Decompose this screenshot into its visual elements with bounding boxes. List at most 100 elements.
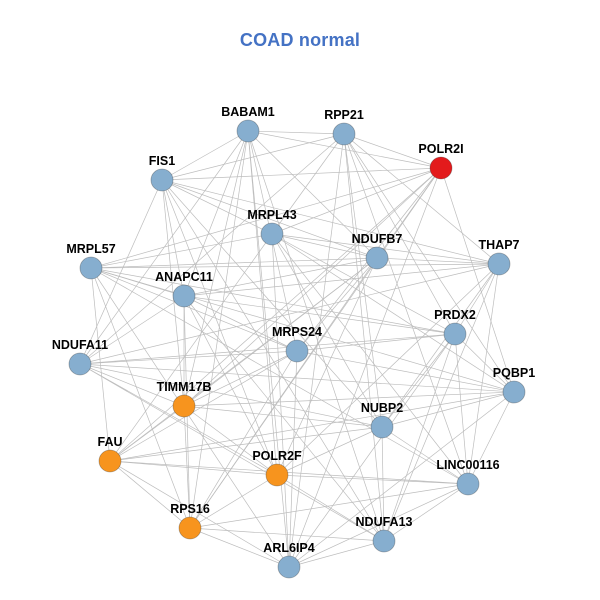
node-NDUFB7: [365, 246, 389, 270]
edge: [90, 267, 290, 568]
node-label-NDUFA13: NDUFA13: [356, 515, 413, 529]
edge: [90, 267, 111, 462]
edge: [276, 474, 469, 485]
edge: [467, 263, 500, 485]
edge: [79, 333, 456, 365]
node-THAP7: [487, 252, 511, 276]
edge: [79, 130, 249, 365]
edge: [189, 474, 278, 529]
edge: [276, 257, 378, 476]
edge: [247, 130, 278, 476]
edge: [161, 179, 385, 542]
edge: [79, 350, 298, 365]
node-MRPL43: [260, 222, 284, 246]
edge: [247, 130, 442, 169]
edge: [381, 333, 456, 428]
edge: [383, 333, 456, 542]
edge: [161, 179, 500, 265]
figure-title: COAD normal: [239, 30, 361, 50]
node-label-PQBP1: PQBP1: [493, 366, 535, 380]
node-POLR2F: [265, 463, 289, 487]
edge: [288, 133, 345, 568]
edge: [183, 405, 278, 476]
edge: [189, 257, 378, 529]
edge: [271, 133, 345, 235]
edge: [440, 167, 515, 393]
edge: [343, 133, 442, 169]
node-RPP21: [332, 122, 356, 146]
edge: [271, 167, 442, 235]
edge: [189, 527, 290, 568]
edge: [109, 426, 383, 462]
node-label-MRPL57: MRPL57: [66, 242, 115, 256]
edge: [454, 333, 469, 485]
node-LINC00116: [456, 472, 480, 496]
edge: [161, 130, 249, 181]
edge: [79, 363, 383, 428]
node-PQBP1: [502, 380, 526, 404]
edge: [189, 350, 298, 529]
edge: [79, 363, 278, 476]
edge: [343, 133, 469, 485]
edge: [90, 267, 469, 485]
edge: [296, 257, 378, 352]
edge: [454, 333, 515, 393]
node-label-NDUFB7: NDUFB7: [352, 232, 403, 246]
edge: [183, 295, 456, 335]
edge: [109, 257, 378, 462]
edge: [109, 350, 298, 462]
edge: [383, 263, 500, 542]
node-BABAM1: [236, 119, 260, 143]
edge: [467, 391, 515, 485]
edge: [247, 130, 345, 135]
node-ARL6IP4: [277, 555, 301, 579]
edge: [79, 363, 185, 407]
edge: [161, 133, 345, 181]
edge: [90, 263, 500, 269]
edge: [90, 257, 378, 269]
edge: [161, 179, 383, 428]
node-label-POLR2I: POLR2I: [418, 142, 463, 156]
edge: [161, 167, 442, 181]
edge: [383, 483, 469, 542]
edge: [288, 350, 298, 568]
edge: [276, 263, 500, 476]
node-label-BABAM1: BABAM1: [221, 105, 275, 119]
node-label-POLR2F: POLR2F: [252, 449, 302, 463]
node-NDUFA13: [372, 529, 396, 553]
edge: [109, 460, 469, 485]
edge: [90, 267, 191, 529]
edge: [161, 179, 273, 235]
edge: [109, 391, 515, 462]
node-label-NUBP2: NUBP2: [361, 401, 403, 415]
node-TIMM17B: [172, 394, 196, 418]
edge: [183, 130, 249, 297]
edge: [109, 460, 278, 476]
edge: [343, 133, 383, 428]
edge: [343, 133, 385, 542]
node-FAU: [98, 449, 122, 473]
edge: [288, 540, 385, 568]
node-RPS16: [178, 516, 202, 540]
edge: [183, 405, 383, 428]
node-label-RPP21: RPP21: [324, 108, 364, 122]
edge: [79, 133, 345, 365]
edge: [90, 233, 273, 269]
node-label-TIMM17B: TIMM17B: [157, 380, 212, 394]
edge: [276, 426, 383, 476]
edge: [247, 130, 378, 259]
node-label-PRDX2: PRDX2: [434, 308, 476, 322]
node-label-FAU: FAU: [98, 435, 123, 449]
node-label-ANAPC11: ANAPC11: [155, 270, 213, 284]
edge: [90, 267, 456, 335]
node-label-ARL6IP4: ARL6IP4: [263, 541, 314, 555]
node-PRDX2: [443, 322, 467, 346]
edge: [79, 263, 500, 365]
edge: [376, 257, 500, 265]
node-FIS1: [150, 168, 174, 192]
edge: [161, 179, 278, 476]
node-label-MRPS24: MRPS24: [272, 325, 322, 339]
node-label-RPS16: RPS16: [170, 502, 210, 516]
edge: [109, 233, 273, 462]
edge: [454, 263, 500, 335]
